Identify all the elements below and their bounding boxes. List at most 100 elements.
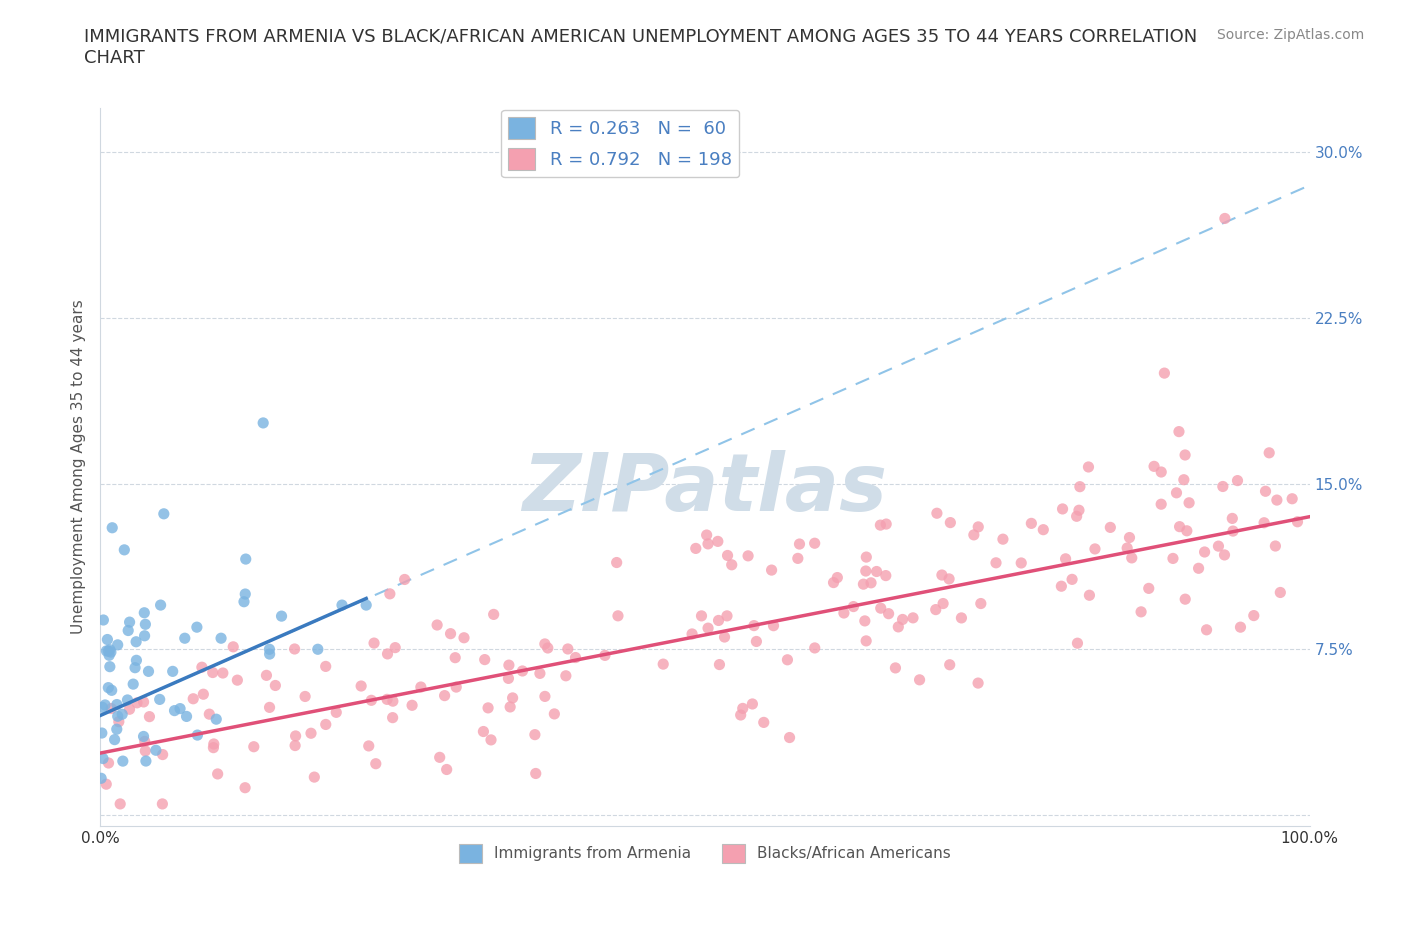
- Point: [330, 598, 353, 613]
- Point: [243, 739, 266, 754]
- Point: [284, 738, 307, 753]
- Point: [707, 534, 730, 549]
- Point: [97, 755, 120, 770]
- Point: [869, 518, 891, 533]
- Point: [1010, 555, 1032, 570]
- Point: [950, 610, 973, 625]
- Point: [360, 693, 382, 708]
- Point: [1226, 473, 1249, 488]
- Point: [554, 669, 576, 684]
- Point: [105, 698, 128, 712]
- Point: [357, 738, 380, 753]
- Point: [364, 756, 387, 771]
- Point: [150, 796, 173, 811]
- Point: [169, 701, 191, 716]
- Point: [685, 541, 707, 556]
- Point: [107, 709, 129, 724]
- Point: [117, 623, 139, 638]
- Point: [709, 658, 731, 672]
- Point: [1150, 497, 1173, 512]
- Point: [1265, 493, 1288, 508]
- Point: [191, 659, 214, 674]
- Point: [233, 594, 256, 609]
- Point: [138, 710, 160, 724]
- Point: [162, 664, 184, 679]
- Point: [381, 711, 404, 725]
- Point: [90, 771, 112, 786]
- Point: [222, 640, 245, 655]
- Point: [173, 631, 195, 645]
- Point: [1069, 479, 1091, 494]
- Point: [134, 734, 156, 749]
- Point: [1121, 551, 1143, 565]
- Point: [134, 617, 156, 631]
- Point: [97, 680, 120, 695]
- Point: [803, 536, 825, 551]
- Point: [875, 517, 897, 532]
- Point: [1175, 524, 1198, 538]
- Point: [479, 733, 502, 748]
- Point: [502, 690, 524, 705]
- Point: [1281, 491, 1303, 506]
- Point: [117, 693, 139, 708]
- Point: [564, 650, 586, 665]
- Point: [716, 548, 738, 563]
- Point: [884, 660, 907, 675]
- Point: [925, 602, 948, 617]
- Point: [967, 675, 990, 690]
- Point: [259, 642, 281, 657]
- Point: [436, 762, 458, 777]
- Point: [1077, 459, 1099, 474]
- Point: [132, 729, 155, 744]
- Point: [134, 743, 156, 758]
- Point: [1213, 211, 1236, 226]
- Point: [938, 571, 960, 586]
- Point: [762, 618, 785, 633]
- Point: [1258, 445, 1281, 460]
- Point: [1168, 519, 1191, 534]
- Point: [98, 648, 121, 663]
- Point: [209, 631, 232, 645]
- Point: [207, 766, 229, 781]
- Point: [233, 587, 256, 602]
- Point: [429, 750, 451, 764]
- Point: [1130, 604, 1153, 619]
- Point: [91, 751, 114, 766]
- Point: [198, 707, 221, 722]
- Point: [152, 747, 174, 762]
- Point: [401, 698, 423, 712]
- Point: [270, 609, 292, 624]
- Point: [887, 619, 910, 634]
- Point: [107, 637, 129, 652]
- Point: [786, 551, 808, 565]
- Point: [1137, 581, 1160, 596]
- Point: [202, 737, 225, 751]
- Point: [444, 680, 467, 695]
- Point: [259, 646, 281, 661]
- Point: [202, 740, 225, 755]
- Point: [1173, 472, 1195, 487]
- Point: [1174, 447, 1197, 462]
- Point: [97, 644, 120, 658]
- Point: [789, 537, 811, 551]
- Point: [697, 537, 720, 551]
- Point: [226, 672, 249, 687]
- Point: [1052, 501, 1074, 516]
- Point: [105, 722, 128, 737]
- Point: [1220, 511, 1243, 525]
- Point: [284, 642, 307, 657]
- Point: [1066, 509, 1088, 524]
- Point: [1194, 545, 1216, 560]
- Point: [1118, 530, 1140, 545]
- Point: [299, 725, 322, 740]
- Point: [1178, 496, 1201, 511]
- Point: [134, 629, 156, 644]
- Point: [1062, 572, 1084, 587]
- Point: [235, 551, 257, 566]
- Point: [118, 702, 141, 717]
- Point: [752, 715, 775, 730]
- Point: [426, 618, 449, 632]
- Point: [499, 699, 522, 714]
- Point: [100, 701, 122, 716]
- Point: [1084, 541, 1107, 556]
